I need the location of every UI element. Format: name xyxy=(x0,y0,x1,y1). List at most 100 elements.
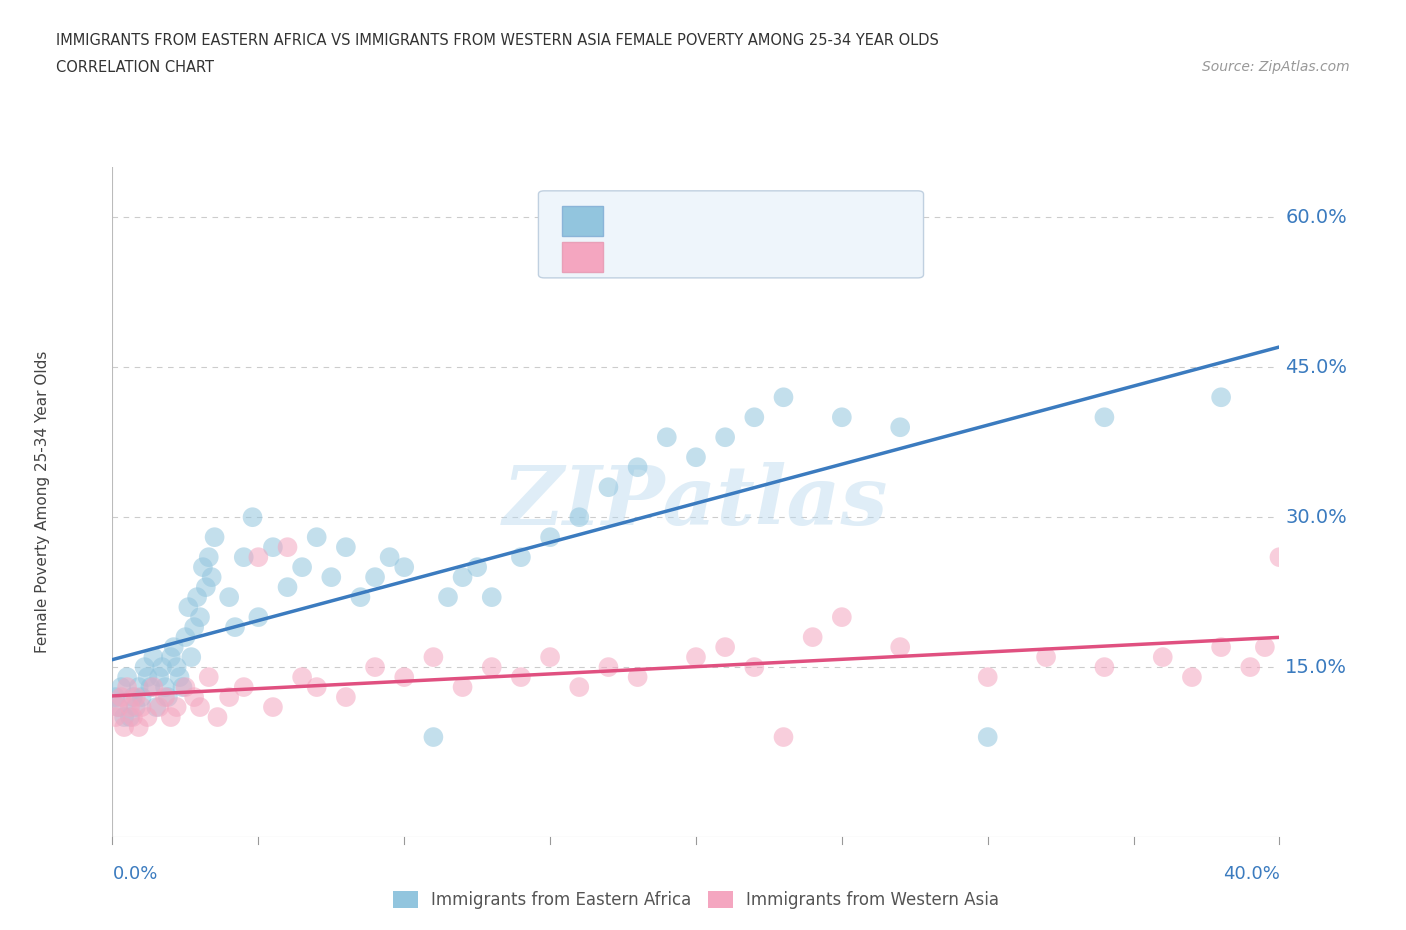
Point xyxy=(148,670,170,684)
Point xyxy=(465,560,488,575)
Point xyxy=(276,579,298,594)
Point xyxy=(685,450,707,465)
Point xyxy=(305,530,328,545)
Point xyxy=(232,680,254,695)
Point xyxy=(1152,650,1174,665)
Point xyxy=(481,659,503,674)
Point xyxy=(191,560,214,575)
Point xyxy=(122,690,145,705)
Point xyxy=(183,619,205,634)
Point xyxy=(1035,650,1057,665)
Point xyxy=(305,680,328,695)
Point xyxy=(128,680,150,695)
Point xyxy=(1209,390,1232,405)
FancyBboxPatch shape xyxy=(562,206,603,236)
Point xyxy=(1092,410,1115,425)
Point xyxy=(197,670,219,684)
Point xyxy=(207,710,229,724)
Point xyxy=(180,650,202,665)
Point xyxy=(714,640,737,655)
Point xyxy=(831,410,853,425)
Text: Female Poverty Among 25-34 Year Olds: Female Poverty Among 25-34 Year Olds xyxy=(35,351,49,654)
Point xyxy=(437,590,460,604)
Point xyxy=(153,680,176,695)
Point xyxy=(201,570,224,585)
Point xyxy=(626,459,648,474)
Point xyxy=(801,630,824,644)
Point xyxy=(131,690,153,705)
Point xyxy=(335,690,357,705)
Point xyxy=(772,390,794,405)
Point xyxy=(1254,640,1277,655)
Text: R = 0.488   N = 70: R = 0.488 N = 70 xyxy=(620,211,820,231)
Point xyxy=(136,710,159,724)
Point xyxy=(392,560,416,575)
Point xyxy=(976,730,998,745)
Point xyxy=(262,699,284,714)
Point xyxy=(122,710,145,724)
Point xyxy=(291,560,314,575)
Point xyxy=(1239,659,1261,674)
Point xyxy=(538,650,561,665)
Point xyxy=(224,619,246,634)
Point xyxy=(262,539,284,554)
Point xyxy=(568,510,591,525)
Point xyxy=(232,550,254,565)
Point xyxy=(889,640,911,655)
Text: ZIPatlas: ZIPatlas xyxy=(503,462,889,542)
Point xyxy=(349,590,371,604)
Point xyxy=(422,730,444,745)
Point xyxy=(714,430,737,445)
Point xyxy=(128,720,150,735)
Point xyxy=(422,650,444,665)
Point xyxy=(174,680,197,695)
Point xyxy=(110,680,132,695)
Point xyxy=(742,659,765,674)
Point xyxy=(451,570,474,585)
Point xyxy=(291,670,314,684)
Point xyxy=(153,690,176,705)
Point xyxy=(1209,640,1232,655)
Point xyxy=(598,480,620,495)
Point xyxy=(481,590,503,604)
Point xyxy=(166,699,188,714)
Point xyxy=(112,720,135,735)
Point xyxy=(125,699,148,714)
Point xyxy=(134,659,156,674)
Point xyxy=(509,550,531,565)
Point xyxy=(125,690,148,705)
Point xyxy=(156,690,179,705)
Point xyxy=(188,610,211,625)
Point xyxy=(142,650,165,665)
Text: IMMIGRANTS FROM EASTERN AFRICA VS IMMIGRANTS FROM WESTERN ASIA FEMALE POVERTY AM: IMMIGRANTS FROM EASTERN AFRICA VS IMMIGR… xyxy=(56,33,939,47)
Point xyxy=(150,659,173,674)
Point xyxy=(742,410,765,425)
Text: CORRELATION CHART: CORRELATION CHART xyxy=(56,60,214,75)
Point xyxy=(186,590,208,604)
Point xyxy=(160,650,183,665)
Point xyxy=(655,430,678,445)
Point xyxy=(218,590,240,604)
Point xyxy=(831,610,853,625)
Text: 40.0%: 40.0% xyxy=(1223,865,1279,883)
Point xyxy=(247,550,270,565)
Point xyxy=(626,670,648,684)
Point xyxy=(976,670,998,684)
FancyBboxPatch shape xyxy=(562,242,603,272)
Point xyxy=(685,650,707,665)
Point xyxy=(169,670,191,684)
Point xyxy=(160,710,183,724)
Point xyxy=(598,659,620,674)
Point xyxy=(145,699,167,714)
Point xyxy=(538,530,561,545)
Point xyxy=(509,670,531,684)
Point xyxy=(174,630,197,644)
Point xyxy=(568,680,591,695)
Point xyxy=(148,699,170,714)
Point xyxy=(139,680,162,695)
Point xyxy=(107,699,129,714)
Point xyxy=(204,530,226,545)
Text: 30.0%: 30.0% xyxy=(1285,508,1347,526)
Point xyxy=(142,680,165,695)
Point xyxy=(118,699,141,714)
